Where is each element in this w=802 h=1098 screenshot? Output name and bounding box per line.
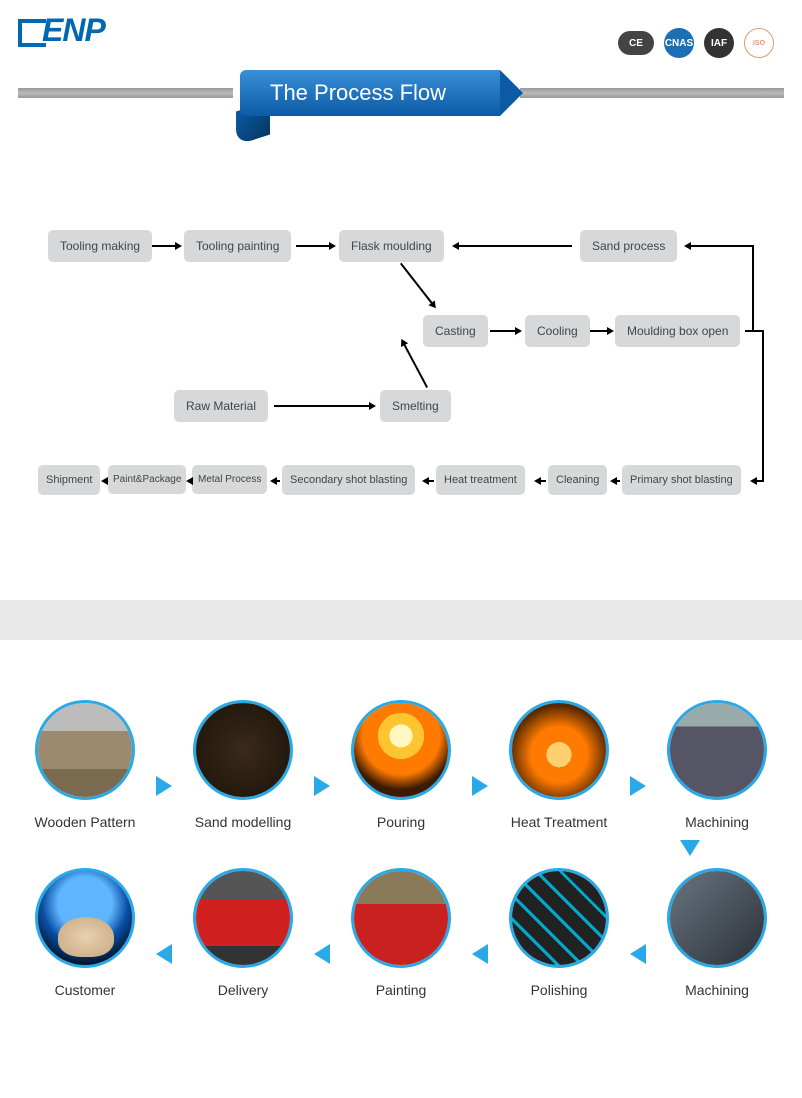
circle-row-2: Customer Delivery Painting Polishing Mac… [30,868,772,998]
arrow-left-icon [314,944,330,964]
arrow-icon [400,263,434,305]
arrow-right-icon [630,776,646,796]
node-metal-process: Metal Process [192,465,267,494]
arrow-icon [752,245,754,330]
header-bar-right [520,88,784,98]
step-label: Heat Treatment [511,814,608,830]
node-raw-material: Raw Material [174,390,268,422]
step-image [193,700,293,800]
logo: ENP [18,12,105,49]
arrow-icon [756,480,764,482]
node-secondary-shot: Secondary shot blasting [282,465,415,495]
arrow-left-icon [630,944,646,964]
arrow-icon [540,480,546,482]
circle-row-1: Wooden Pattern Sand modelling Pouring He… [30,700,772,830]
node-cleaning: Cleaning [548,465,607,495]
step-label: Sand modelling [195,814,292,830]
step-label: Wooden Pattern [35,814,136,830]
cert-cnas-icon: CNAS [664,28,694,58]
node-tooling-painting: Tooling painting [184,230,291,262]
arrow-icon [152,245,176,247]
page: ENP CE CNAS IAF ISO The Process Flow Too… [0,0,802,1098]
arrow-icon [274,405,370,407]
arrow-right-icon [314,776,330,796]
step-image [509,868,609,968]
arrow-down-icon [680,840,700,856]
node-heat-treatment: Heat treatment [436,465,525,495]
arrow-right-icon [472,776,488,796]
step-heat-treatment: Heat Treatment [504,700,614,830]
step-sand-modelling: Sand modelling [188,700,298,830]
page-title: The Process Flow [240,70,500,116]
step-image [667,868,767,968]
step-label: Pouring [377,814,425,830]
flowchart: Tooling making Tooling painting Flask mo… [0,190,802,560]
node-tooling-making: Tooling making [48,230,152,262]
node-sand-process: Sand process [580,230,677,262]
step-label: Polishing [531,982,588,998]
step-delivery: Delivery [188,868,298,998]
arrow-icon [403,343,428,388]
node-moulding-box: Moulding box open [615,315,740,347]
down-arrow-wrap [30,840,772,856]
node-cooling: Cooling [525,315,590,347]
logo-text: ENP [42,12,105,48]
logo-mark-icon [18,19,46,47]
step-painting: Painting [346,868,456,998]
step-label: Delivery [218,982,269,998]
arrow-icon [762,330,764,480]
arrow-icon [458,245,572,247]
arrow-icon [490,330,516,332]
header-bar-left [18,88,233,98]
node-primary-shot: Primary shot blasting [622,465,741,495]
step-image [35,868,135,968]
step-image [509,700,609,800]
node-smelting: Smelting [380,390,451,422]
step-label: Machining [685,814,749,830]
arrow-icon [616,480,620,482]
cert-iaf-icon: IAF [704,28,734,58]
step-polishing: Polishing [504,868,614,998]
node-shipment: Shipment [38,465,100,495]
arrow-icon [590,330,608,332]
step-machining-2: Machining [662,868,772,998]
step-image [193,868,293,968]
circle-flow: Wooden Pattern Sand modelling Pouring He… [0,640,802,1098]
step-wooden-pattern: Wooden Pattern [30,700,140,830]
step-image [35,700,135,800]
arrow-icon [276,480,280,482]
step-label: Customer [55,982,116,998]
arrow-right-icon [156,776,172,796]
step-customer: Customer [30,868,140,998]
cert-iso-icon: ISO [744,28,774,58]
step-image [351,868,451,968]
section-separator [0,600,802,640]
step-image [667,700,767,800]
node-paint-package: Paint&Package [108,465,186,494]
step-pouring: Pouring [346,700,456,830]
certifications: CE CNAS IAF ISO [618,28,774,58]
arrow-icon [428,480,434,482]
step-label: Machining [685,982,749,998]
step-image [351,700,451,800]
step-machining-1: Machining [662,700,772,830]
node-flask-moulding: Flask moulding [339,230,444,262]
arrow-icon [296,245,330,247]
arrow-left-icon [156,944,172,964]
cert-ce-icon: CE [618,31,654,55]
step-label: Painting [376,982,427,998]
arrow-icon [690,245,752,247]
node-casting: Casting [423,315,488,347]
title-banner: The Process Flow [240,50,515,120]
header: ENP CE CNAS IAF ISO The Process Flow [0,0,802,160]
arrow-icon [745,330,762,332]
arrow-left-icon [472,944,488,964]
